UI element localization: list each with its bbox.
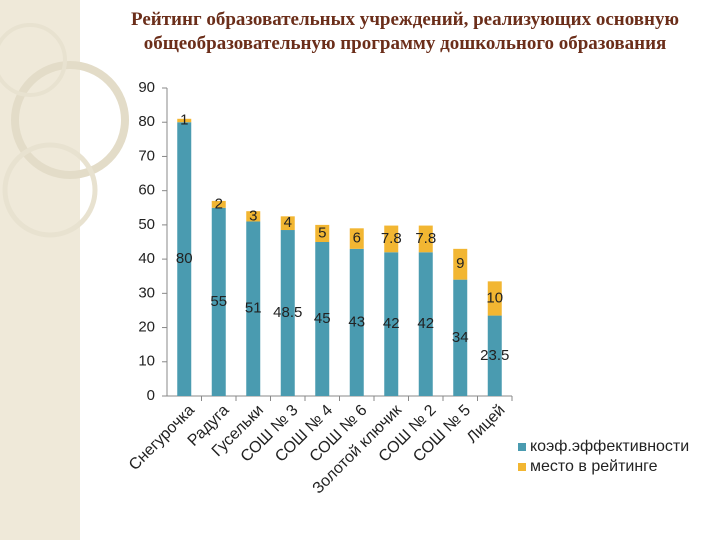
data-label: 43 — [348, 313, 365, 330]
bar-segment — [246, 221, 261, 396]
bar-segment — [487, 315, 502, 396]
bar-segment — [211, 207, 226, 396]
data-label: 5 — [318, 224, 326, 241]
bar-segment — [487, 281, 502, 316]
decor-circle — [2, 142, 98, 238]
bar-segment — [315, 242, 330, 396]
decor-circle — [11, 61, 129, 179]
bar-segment — [349, 228, 364, 249]
bar-segment — [418, 225, 433, 253]
data-label: 23.5 — [480, 347, 509, 364]
data-label: 48.5 — [273, 304, 302, 321]
bar-segment — [246, 211, 261, 222]
y-tick-label: 20 — [138, 319, 155, 336]
y-tick-label: 60 — [138, 182, 155, 199]
data-label: 2 — [215, 195, 223, 212]
bar-segment — [418, 252, 433, 396]
data-label: 3 — [249, 207, 257, 224]
legend-swatch — [518, 443, 526, 451]
bar-segment — [315, 224, 330, 242]
data-label: 7.8 — [381, 230, 402, 247]
bar-segment — [211, 200, 226, 208]
side-strip — [0, 0, 80, 540]
data-label: 42 — [383, 315, 400, 332]
data-label: 34 — [452, 329, 469, 346]
y-tick-label: 30 — [138, 284, 155, 301]
decor-circle — [0, 23, 67, 97]
x-tick-label: Лицей — [464, 402, 509, 447]
data-label: 7.8 — [415, 230, 436, 247]
bar-segment — [280, 230, 295, 396]
bar-segment — [177, 118, 192, 123]
legend-label: место в рейтинге — [530, 458, 658, 475]
data-label: 1 — [180, 111, 188, 128]
y-tick-label: 0 — [147, 387, 155, 404]
data-label: 4 — [284, 214, 292, 231]
bar-segment — [280, 216, 295, 231]
chart-title: Рейтинг образовательных учреждений, реал… — [130, 9, 679, 54]
data-label: 9 — [456, 255, 464, 272]
y-tick-label: 50 — [138, 216, 155, 233]
y-tick-label: 10 — [138, 353, 155, 370]
bar-segment — [384, 225, 399, 253]
legend-swatch — [518, 463, 526, 471]
y-tick-label: 80 — [138, 113, 155, 130]
bar-segment — [349, 248, 364, 396]
data-label: 80 — [176, 250, 193, 267]
data-label: 6 — [353, 230, 361, 247]
bar-segment — [177, 122, 192, 396]
bar-segment — [453, 248, 468, 280]
data-label: 51 — [245, 300, 262, 317]
data-label: 55 — [210, 293, 227, 310]
bar-segment — [384, 252, 399, 396]
legend-label: коэф.эффективности — [530, 438, 689, 455]
y-tick-label: 90 — [138, 79, 155, 96]
y-tick-label: 70 — [138, 147, 155, 164]
data-label: 10 — [486, 289, 503, 306]
y-tick-label: 40 — [138, 250, 155, 267]
bar-segment — [453, 279, 468, 396]
data-label: 45 — [314, 310, 331, 327]
data-label: 42 — [417, 315, 434, 332]
